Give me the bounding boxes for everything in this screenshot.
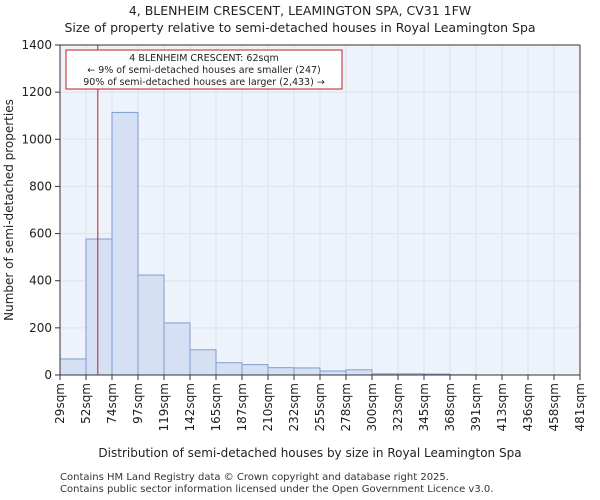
bar xyxy=(163,322,191,376)
bar xyxy=(345,369,373,376)
x-tick-label: 391sqm xyxy=(469,383,483,431)
bar xyxy=(293,367,321,376)
bar xyxy=(59,358,87,376)
bar xyxy=(137,274,165,376)
y-tick-label: 400 xyxy=(29,274,52,288)
x-tick-label: 165sqm xyxy=(209,383,223,431)
x-tick-label: 187sqm xyxy=(235,383,249,431)
y-tick-label: 1200 xyxy=(21,85,52,99)
y-tick-label: 200 xyxy=(29,321,52,335)
x-tick-label: 97sqm xyxy=(131,383,145,424)
annotation-line-1: 4 BLENHEIM CRESCENT: 62sqm xyxy=(129,53,278,64)
x-tick-label: 368sqm xyxy=(443,383,457,431)
x-tick-label: 458sqm xyxy=(547,383,561,431)
y-tick-label: 600 xyxy=(29,227,52,241)
y-tick-label: 0 xyxy=(44,368,52,382)
annotation-line-3: 90% of semi-detached houses are larger (… xyxy=(83,77,325,88)
x-tick-label: 74sqm xyxy=(105,383,119,424)
footer-line-2: Contains public sector information licen… xyxy=(60,484,494,495)
x-tick-label: 142sqm xyxy=(183,383,197,431)
bar xyxy=(189,349,217,376)
x-tick-label: 300sqm xyxy=(365,383,379,431)
y-tick-label: 800 xyxy=(29,179,52,193)
bar xyxy=(241,364,269,376)
x-tick-label: 255sqm xyxy=(313,383,327,431)
y-tick-label: 1000 xyxy=(21,132,52,146)
x-tick-label: 232sqm xyxy=(287,383,301,431)
x-tick-label: 29sqm xyxy=(53,383,67,424)
footer-line-1: Contains HM Land Registry data © Crown c… xyxy=(60,472,449,483)
annotation-box: 4 BLENHEIM CRESCENT: 62sqm ← 9% of semi-… xyxy=(65,49,343,90)
bar xyxy=(215,362,243,376)
bar xyxy=(111,111,139,376)
x-tick-label: 52sqm xyxy=(79,383,93,424)
x-tick-label: 345sqm xyxy=(417,383,431,431)
x-tick-label: 481sqm xyxy=(573,383,587,431)
x-tick-label: 119sqm xyxy=(157,383,171,431)
y-axis-label: Number of semi-detached properties xyxy=(2,99,16,321)
annotation-line-2: ← 9% of semi-detached houses are smaller… xyxy=(87,65,321,76)
bar xyxy=(319,370,347,376)
x-axis-label: Distribution of semi-detached houses by … xyxy=(98,446,521,460)
bar xyxy=(267,367,295,376)
y-tick-labels: 0 200 400 600 800 1000 1200 1400 xyxy=(21,38,60,382)
plot-area: 0 200 400 600 800 1000 1200 1400 29sqm 52sqm 74sq… xyxy=(2,38,587,460)
y-tick-label: 1400 xyxy=(21,38,52,52)
x-tick-label: 323sqm xyxy=(391,383,405,431)
x-tick-label: 210sqm xyxy=(261,383,275,431)
x-tick-label: 278sqm xyxy=(339,383,353,431)
chart-title: 4, BLENHEIM CRESCENT, LEAMINGTON SPA, CV… xyxy=(128,3,472,18)
bar xyxy=(85,238,113,376)
annotation-frame xyxy=(65,49,343,90)
x-tick-label: 413sqm xyxy=(495,383,509,431)
chart-subtitle: Size of property relative to semi-detach… xyxy=(64,20,536,35)
x-tick-label: 436sqm xyxy=(521,383,535,431)
x-tick-labels: 29sqm 52sqm 74sqm 97sqm 119sqm 142sqm 165sqm 18… xyxy=(53,375,587,431)
